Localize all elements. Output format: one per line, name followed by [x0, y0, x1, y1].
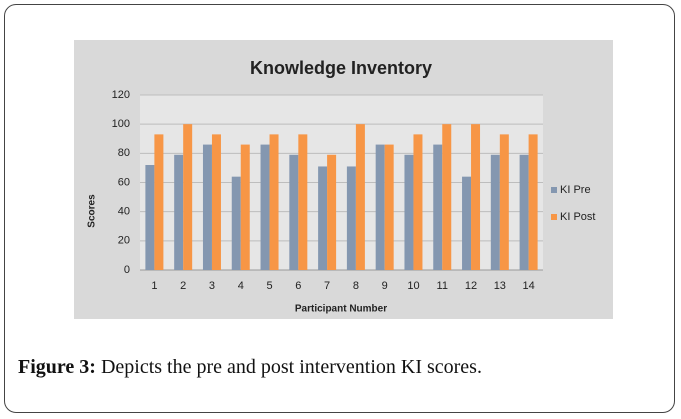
x-tick-label: 8 — [353, 280, 359, 292]
x-tick-label: 3 — [209, 280, 215, 292]
x-tick-label: 10 — [407, 280, 419, 292]
bar — [260, 144, 270, 270]
caption-text: Depicts the pre and post intervention KI… — [100, 356, 482, 378]
x-tick-label: 5 — [266, 280, 272, 292]
x-tick-label: 1 — [151, 280, 157, 292]
bar — [490, 154, 500, 270]
bar — [462, 176, 472, 270]
bar — [174, 154, 184, 270]
bar — [145, 165, 155, 270]
legend-swatch — [551, 214, 557, 220]
x-tick-label: 11 — [437, 280, 448, 292]
x-tick-label: 9 — [382, 280, 388, 292]
bar — [528, 134, 538, 270]
bar — [499, 134, 509, 270]
bar — [471, 124, 481, 271]
bar — [442, 124, 452, 271]
y-tick-label: 120 — [112, 89, 130, 101]
y-tick-label: 40 — [118, 206, 130, 218]
bar — [298, 134, 308, 270]
figure-frame — [4, 4, 675, 413]
y-tick-label: 60 — [118, 176, 130, 188]
x-tick-label: 13 — [494, 280, 506, 292]
bar — [375, 144, 385, 270]
x-tick-label: 12 — [465, 280, 477, 292]
bar — [240, 144, 250, 270]
x-tick-label: 4 — [238, 280, 244, 292]
bar — [318, 166, 328, 270]
x-tick-label: 6 — [295, 280, 301, 292]
bar — [327, 154, 337, 270]
bar — [202, 144, 212, 270]
bar — [211, 134, 221, 270]
x-tick-label: 2 — [180, 280, 186, 292]
legend-label: KI Post — [560, 211, 595, 223]
y-tick-label: 20 — [118, 235, 130, 247]
legend-label: KI Pre — [560, 184, 591, 196]
bar — [289, 154, 299, 270]
bar — [183, 124, 193, 271]
chart-title: Knowledge Inventory — [250, 58, 432, 78]
bar — [346, 166, 356, 270]
bar — [355, 124, 365, 271]
y-tick-label: 80 — [118, 147, 130, 159]
caption: Figure 3: Depicts the pre and post inter… — [18, 356, 482, 379]
bar — [519, 154, 529, 270]
bar — [433, 144, 443, 270]
x-tick-label: 7 — [324, 280, 330, 292]
y-tick-label: 100 — [112, 118, 130, 130]
bar — [413, 134, 423, 270]
caption-label: Figure 3: — [18, 356, 96, 378]
y-tick-label: 0 — [124, 264, 130, 276]
bar — [384, 144, 394, 270]
y-axis-label: Scores — [87, 194, 98, 228]
bar — [154, 134, 164, 270]
x-axis-label: Participant Number — [295, 304, 387, 315]
x-tick-label: 14 — [522, 280, 534, 292]
bar — [269, 134, 279, 270]
bar — [231, 176, 241, 270]
legend-swatch — [551, 187, 557, 193]
bar — [404, 154, 414, 270]
